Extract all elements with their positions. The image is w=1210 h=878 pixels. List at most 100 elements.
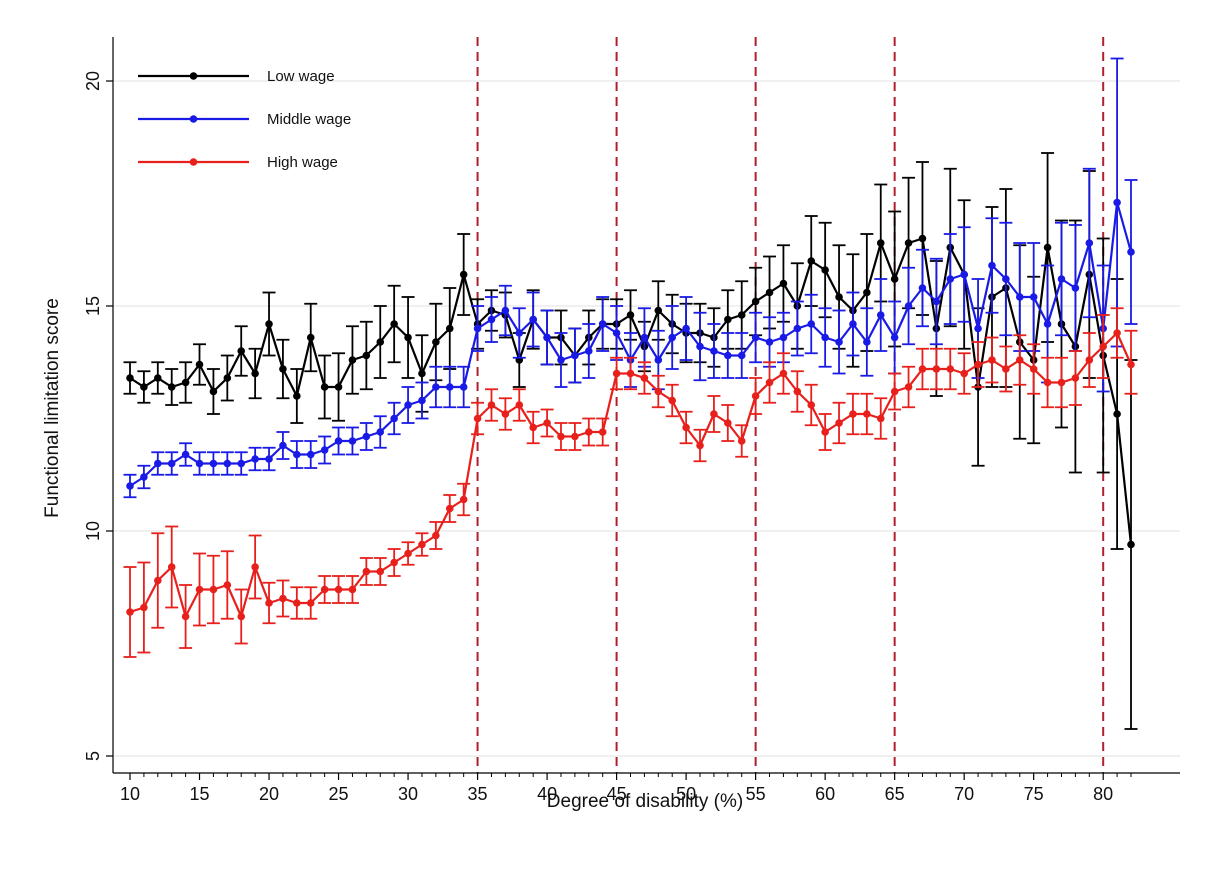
data-point-low-wage-54 [737, 311, 746, 319]
x-tick-label-75: 75 [1024, 784, 1044, 804]
legend: Low wage Middle wage High wage [138, 68, 351, 171]
data-point-middle-wage-41 [557, 356, 565, 364]
data-point-middle-wage-10 [126, 482, 134, 490]
data-point-high-wage-52 [710, 410, 718, 418]
data-point-high-wage-59 [807, 401, 816, 409]
data-point-high-wage-33 [445, 504, 454, 513]
data-point-low-wage-34 [459, 270, 468, 279]
x-tick-label-10: 10 [120, 784, 140, 804]
data-point-high-wage-21 [279, 594, 287, 603]
data-point-middle-wage-54 [737, 351, 746, 360]
data-point-low-wage-16 [209, 387, 218, 396]
data-point-high-wage-12 [154, 576, 162, 585]
data-point-middle-wage-35 [473, 324, 482, 333]
data-point-middle-wage-44 [598, 320, 607, 328]
x-tick-label-15: 15 [189, 784, 209, 804]
data-point-middle-wage-28 [376, 428, 385, 436]
data-point-high-wage-63 [863, 410, 871, 418]
x-tick-label-40: 40 [537, 784, 557, 804]
data-point-high-wage-39 [529, 423, 537, 432]
series [123, 57, 1138, 730]
data-point-middle-wage-73 [1002, 275, 1010, 283]
data-point-low-wage-29 [390, 320, 398, 328]
data-point-low-wage-59 [807, 257, 816, 265]
data-point-high-wage-15 [195, 585, 204, 594]
data-point-low-wage-81 [1113, 410, 1121, 418]
data-point-middle-wage-33 [445, 383, 454, 391]
data-point-low-wage-82 [1127, 540, 1135, 549]
data-point-middle-wage-30 [404, 401, 412, 409]
data-point-high-wage-44 [598, 428, 607, 436]
data-point-middle-wage-15 [195, 459, 204, 468]
data-point-high-wage-49 [668, 396, 677, 405]
data-point-high-wage-71 [974, 360, 982, 369]
data-point-middle-wage-71 [974, 324, 982, 333]
data-point-middle-wage-62 [849, 320, 857, 328]
data-point-middle-wage-29 [390, 414, 398, 423]
data-point-high-wage-14 [181, 612, 190, 621]
data-point-middle-wage-57 [779, 333, 788, 342]
x-tick-label-25: 25 [329, 784, 349, 804]
data-point-middle-wage-16 [209, 459, 218, 468]
data-point-high-wage-11 [140, 603, 148, 612]
data-point-high-wage-42 [571, 432, 579, 441]
data-point-high-wage-70 [960, 369, 968, 378]
data-point-middle-wage-68 [932, 297, 941, 306]
legend-label-middle-wage: Middle wage [267, 111, 351, 128]
data-point-low-wage-17 [223, 374, 232, 382]
data-point-middle-wage-48 [654, 356, 663, 364]
data-point-middle-wage-12 [154, 459, 162, 468]
data-point-high-wage-68 [932, 365, 941, 373]
data-point-high-wage-76 [1043, 378, 1052, 387]
data-point-high-wage-66 [904, 383, 913, 391]
legend-marker-middle-wage [189, 115, 198, 123]
data-point-high-wage-61 [835, 419, 843, 427]
data-point-high-wage-55 [751, 392, 760, 400]
data-point-middle-wage-63 [863, 338, 871, 346]
data-point-low-wage-32 [432, 338, 440, 346]
data-point-middle-wage-78 [1071, 284, 1080, 292]
data-point-high-wage-81 [1113, 329, 1121, 337]
data-point-high-wage-50 [682, 423, 690, 432]
data-point-high-wage-25 [334, 585, 343, 594]
data-point-middle-wage-42 [571, 351, 579, 360]
data-point-middle-wage-51 [696, 342, 704, 351]
data-point-high-wage-35 [473, 414, 482, 423]
data-point-middle-wage-23 [306, 450, 315, 459]
data-point-high-wage-56 [765, 378, 774, 387]
data-point-high-wage-37 [501, 410, 510, 418]
data-point-high-wage-46 [626, 369, 635, 378]
data-point-middle-wage-70 [960, 270, 968, 279]
data-point-high-wage-23 [306, 599, 315, 607]
data-point-low-wage-18 [237, 347, 246, 355]
data-point-high-wage-36 [487, 401, 496, 409]
data-point-high-wage-41 [557, 432, 565, 441]
data-point-high-wage-22 [293, 599, 301, 607]
data-point-high-wage-69 [946, 365, 955, 373]
data-point-low-wage-60 [821, 266, 829, 274]
y-tick-label-10: 10 [83, 521, 103, 541]
data-point-middle-wage-19 [251, 455, 259, 463]
data-point-low-wage-10 [126, 374, 134, 382]
data-point-middle-wage-27 [362, 432, 371, 441]
data-point-low-wage-57 [779, 279, 788, 288]
y-tick-label-20: 20 [83, 71, 103, 91]
data-point-middle-wage-17 [223, 459, 232, 468]
data-point-high-wage-48 [654, 387, 663, 396]
data-point-low-wage-63 [863, 288, 871, 297]
data-point-middle-wage-34 [459, 383, 468, 391]
data-point-low-wage-56 [765, 288, 774, 297]
data-point-middle-wage-81 [1113, 198, 1121, 207]
data-point-high-wage-65 [890, 387, 899, 396]
data-point-low-wage-20 [265, 320, 273, 328]
data-point-middle-wage-18 [237, 459, 246, 468]
data-point-high-wage-17 [223, 581, 232, 589]
ticks: 10 15 20 25 30 35 40 45 50 55 60 65 70 75 80 5 10 15 20 [83, 71, 1132, 804]
data-point-middle-wage-79 [1085, 239, 1094, 247]
data-point-high-wage-19 [251, 563, 259, 571]
data-point-high-wage-73 [1002, 365, 1010, 373]
data-point-middle-wage-74 [1015, 293, 1024, 301]
data-point-high-wage-45 [612, 369, 621, 378]
